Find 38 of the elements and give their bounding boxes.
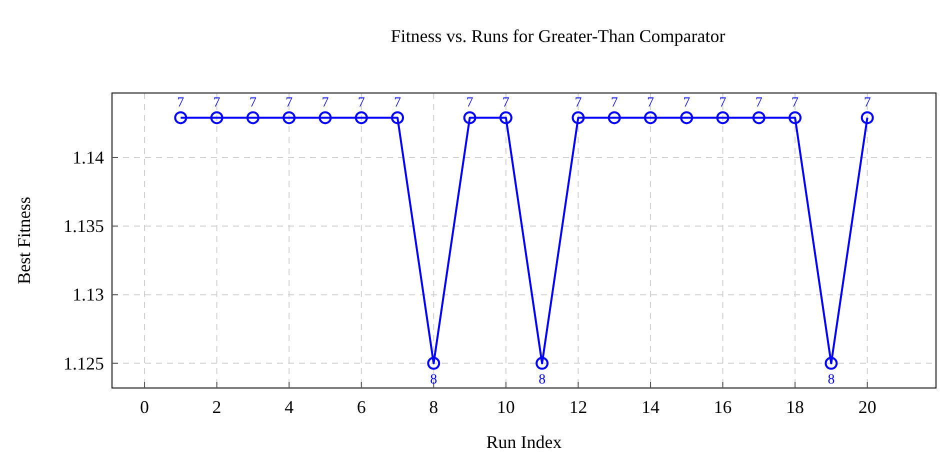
x-tick-label: 20 — [858, 397, 876, 417]
annotation: 7 — [755, 96, 762, 111]
x-tick-label: 4 — [284, 397, 294, 417]
x-tick-label: 10 — [496, 397, 515, 417]
x-tick-label: 0 — [140, 397, 150, 417]
x-tick-label: 14 — [641, 397, 660, 417]
annotation: 7 — [574, 96, 582, 111]
annotation: 8 — [430, 372, 438, 388]
annotation: 7 — [610, 96, 618, 111]
chart-title: Fitness vs. Runs for Greater-Than Comparator — [390, 26, 726, 46]
y-tick-label: 1.14 — [72, 147, 104, 168]
y-tick-label: 1.125 — [64, 353, 104, 374]
x-tick-label: 16 — [714, 397, 732, 417]
y-tick-label: 1.13 — [72, 284, 104, 305]
annotation: 7 — [502, 96, 510, 111]
annotation: 7 — [864, 96, 871, 111]
y-axis-title: Best Fitness — [14, 196, 34, 284]
y-tick-label: 1.135 — [64, 216, 104, 236]
annotation: 7 — [249, 96, 256, 111]
annotation: 7 — [177, 96, 184, 111]
x-tick-label: 18 — [786, 397, 804, 417]
annotation: 8 — [538, 372, 546, 388]
annotation: 7 — [719, 96, 726, 111]
annotation: 7 — [792, 96, 799, 111]
annotation: 7 — [322, 96, 329, 111]
annotation: 7 — [466, 96, 474, 111]
annotation: 7 — [286, 96, 293, 111]
x-tick-label: 2 — [212, 397, 222, 417]
annotation: 7 — [646, 96, 654, 111]
x-tick-label: 8 — [429, 397, 438, 417]
annotation: 7 — [394, 96, 402, 111]
annotation: 7 — [358, 96, 365, 111]
x-tick-label: 12 — [569, 397, 588, 417]
annotation: 8 — [828, 372, 835, 388]
annotation: 7 — [213, 96, 220, 111]
x-axis-title: Run Index — [486, 432, 562, 452]
x-tick-label: 6 — [356, 397, 366, 417]
annotation: 7 — [683, 96, 690, 111]
